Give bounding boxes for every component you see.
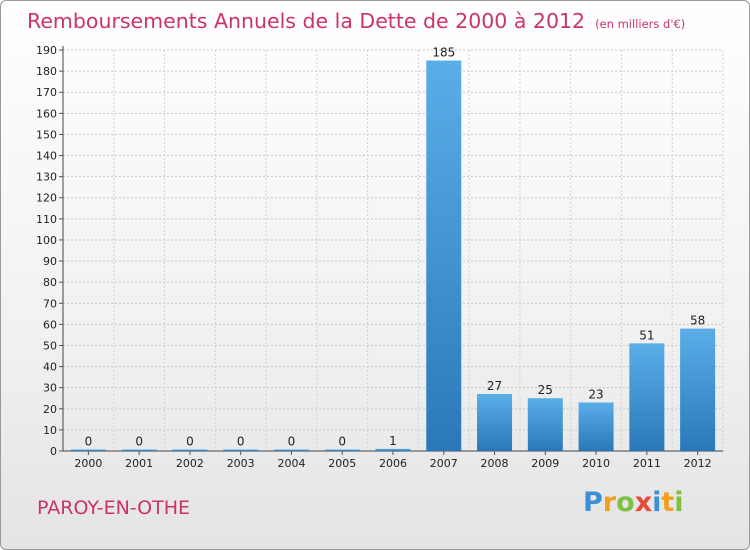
x-tick-label: 2009 bbox=[531, 457, 559, 470]
y-tick-label: 10 bbox=[43, 424, 57, 437]
value-label: 0 bbox=[338, 435, 346, 449]
value-label: 51 bbox=[639, 328, 654, 342]
x-tick-label: 2001 bbox=[125, 457, 153, 470]
labels: 0102030405060708090100110120130140150160… bbox=[36, 44, 712, 470]
logo-letter: x bbox=[634, 487, 653, 518]
value-label: 0 bbox=[186, 435, 194, 449]
logo-letter: o bbox=[616, 487, 635, 518]
logo-letter: P bbox=[583, 487, 603, 518]
logo-letter: i bbox=[652, 487, 662, 518]
value-label: 0 bbox=[288, 435, 296, 449]
bar bbox=[578, 402, 614, 451]
y-tick-label: 170 bbox=[36, 86, 57, 99]
x-tick-label: 2004 bbox=[277, 457, 305, 470]
x-tick-label: 2008 bbox=[481, 457, 509, 470]
value-label: 0 bbox=[237, 435, 245, 449]
x-tick-label: 2006 bbox=[379, 457, 407, 470]
commune-name: PAROY-EN-OTHE bbox=[37, 497, 191, 519]
value-label: 0 bbox=[85, 435, 93, 449]
bar bbox=[375, 448, 411, 451]
y-tick-label: 110 bbox=[36, 213, 57, 226]
bar bbox=[629, 343, 665, 451]
bar bbox=[273, 449, 309, 451]
y-tick-label: 50 bbox=[43, 339, 57, 352]
chart-subtitle: (en milliers d'€) bbox=[595, 17, 686, 31]
y-tick-label: 180 bbox=[36, 65, 57, 78]
y-tick-label: 100 bbox=[36, 234, 57, 247]
y-tick-label: 90 bbox=[43, 255, 57, 268]
x-tick-label: 2005 bbox=[328, 457, 356, 470]
bars bbox=[70, 60, 716, 451]
y-tick-label: 140 bbox=[36, 150, 57, 163]
chart-title-text: Remboursements Annuels de la Dette de 20… bbox=[27, 9, 586, 33]
y-tick-label: 40 bbox=[43, 361, 57, 374]
value-label: 1 bbox=[389, 434, 397, 448]
y-tick-label: 150 bbox=[36, 128, 57, 141]
bar bbox=[172, 449, 208, 451]
value-label: 25 bbox=[538, 383, 553, 397]
y-tick-label: 190 bbox=[36, 44, 57, 57]
logo-letter: t bbox=[661, 487, 675, 518]
y-tick-label: 130 bbox=[36, 171, 57, 184]
axes bbox=[59, 46, 723, 455]
y-tick-label: 160 bbox=[36, 107, 57, 120]
value-label: 58 bbox=[690, 314, 705, 328]
y-tick-label: 20 bbox=[43, 403, 57, 416]
bar bbox=[324, 449, 360, 451]
bar bbox=[70, 449, 106, 451]
chart-title: Remboursements Annuels de la Dette de 20… bbox=[27, 9, 685, 33]
y-tick-label: 60 bbox=[43, 318, 57, 331]
y-tick-label: 30 bbox=[43, 382, 57, 395]
value-label: 0 bbox=[135, 435, 143, 449]
value-label: 27 bbox=[487, 379, 502, 393]
grid-lines bbox=[62, 49, 724, 452]
y-tick-label: 70 bbox=[43, 297, 57, 310]
y-tick-label: 120 bbox=[36, 192, 57, 205]
x-tick-label: 2012 bbox=[684, 457, 712, 470]
bar bbox=[121, 449, 157, 451]
x-tick-label: 2003 bbox=[227, 457, 255, 470]
y-tick-label: 80 bbox=[43, 276, 57, 289]
proxiti-logo: Proxiti bbox=[583, 487, 684, 518]
x-tick-label: 2000 bbox=[74, 457, 102, 470]
bar bbox=[223, 449, 259, 451]
bar bbox=[477, 394, 513, 451]
bar bbox=[426, 60, 462, 451]
value-label: 23 bbox=[588, 387, 603, 401]
value-label: 185 bbox=[432, 46, 455, 60]
logo-letter: i bbox=[674, 487, 684, 518]
bar bbox=[527, 398, 563, 451]
bar bbox=[680, 328, 716, 451]
x-tick-label: 2007 bbox=[430, 457, 458, 470]
logo-letter: r bbox=[602, 487, 617, 518]
x-tick-label: 2010 bbox=[582, 457, 610, 470]
y-tick-label: 0 bbox=[50, 445, 57, 458]
x-tick-label: 2002 bbox=[176, 457, 204, 470]
x-tick-label: 2011 bbox=[633, 457, 661, 470]
